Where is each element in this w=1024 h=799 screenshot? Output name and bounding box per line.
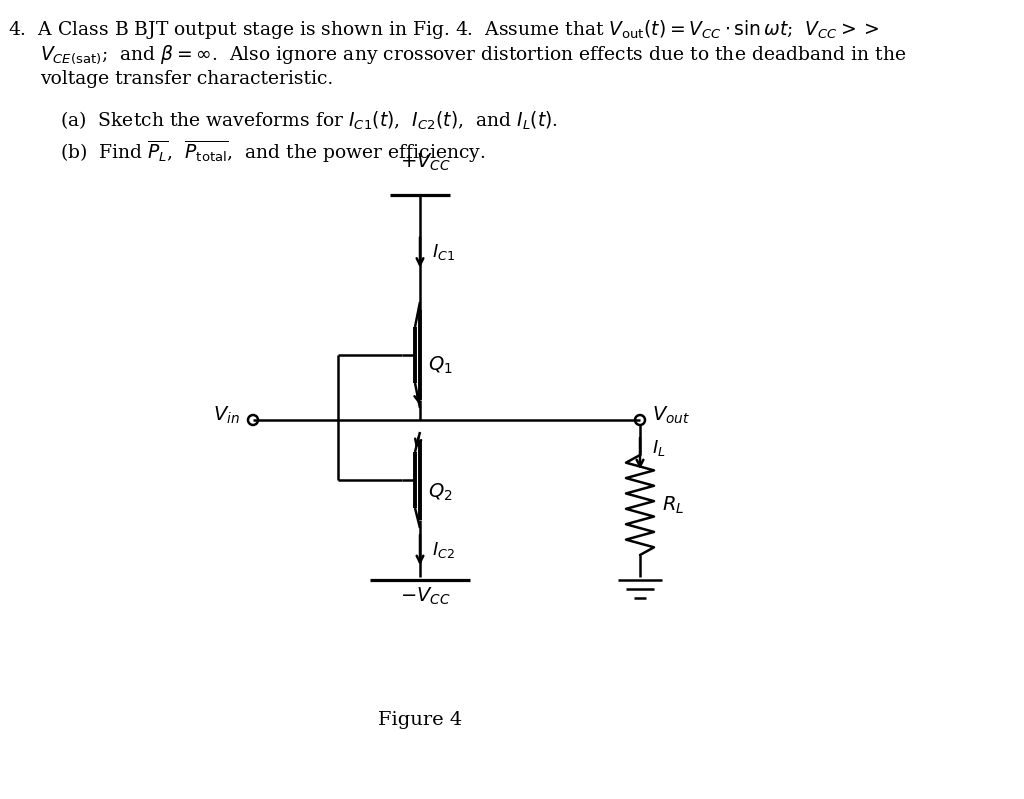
Text: 4.  A Class B BJT output stage is shown in Fig. 4.  Assume that $V_{\mathrm{out}: 4. A Class B BJT output stage is shown i… <box>8 18 879 41</box>
Text: (b)  Find $\overline{P_L}$,  $\overline{P_{\mathrm{total}}}$,  and the power eff: (b) Find $\overline{P_L}$, $\overline{P_… <box>60 138 485 165</box>
Text: voltage transfer characteristic.: voltage transfer characteristic. <box>40 70 333 88</box>
Text: $V_{out}$: $V_{out}$ <box>652 404 690 426</box>
Text: $I_L$: $I_L$ <box>652 439 666 459</box>
Text: (a)  Sketch the waveforms for $I_{C1}(t)$,  $I_{C2}(t)$,  and $I_L(t)$.: (a) Sketch the waveforms for $I_{C1}(t)$… <box>60 110 558 133</box>
Text: $V_{in}$: $V_{in}$ <box>213 404 240 426</box>
Text: $-V_{CC}$: $-V_{CC}$ <box>399 586 451 607</box>
Text: Figure 4: Figure 4 <box>378 711 462 729</box>
Text: $I_{C2}$: $I_{C2}$ <box>432 540 455 560</box>
Text: $+V_{CC}$: $+V_{CC}$ <box>399 152 451 173</box>
Text: $V_{CE(\mathrm{sat})}$;  and $\beta = \infty$.  Also ignore any crossover distor: $V_{CE(\mathrm{sat})}$; and $\beta = \in… <box>40 44 906 66</box>
Text: $R_L$: $R_L$ <box>662 495 684 515</box>
Text: $I_{C1}$: $I_{C1}$ <box>432 243 455 263</box>
Text: $Q_2$: $Q_2$ <box>428 481 453 503</box>
Text: $Q_1$: $Q_1$ <box>428 354 453 376</box>
